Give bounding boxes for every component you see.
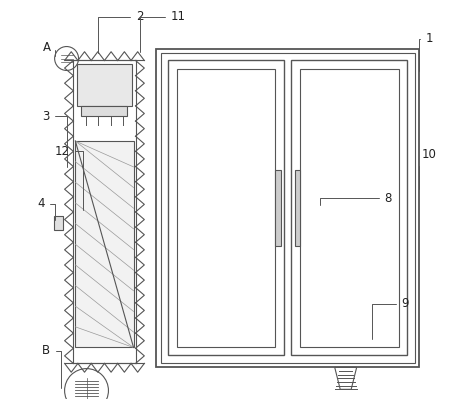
Polygon shape xyxy=(276,170,281,246)
Polygon shape xyxy=(81,106,127,116)
Text: 10: 10 xyxy=(419,148,437,189)
Text: A: A xyxy=(43,41,55,56)
Text: 1: 1 xyxy=(419,32,433,71)
Polygon shape xyxy=(77,64,132,106)
Text: 11: 11 xyxy=(140,10,185,52)
Polygon shape xyxy=(295,170,300,246)
Text: 8: 8 xyxy=(320,192,392,205)
Text: 4: 4 xyxy=(37,198,55,220)
Text: 2: 2 xyxy=(98,10,143,53)
Text: 12: 12 xyxy=(54,145,84,210)
Polygon shape xyxy=(54,216,63,230)
Text: 9: 9 xyxy=(372,297,409,339)
Text: B: B xyxy=(42,344,60,388)
Text: 3: 3 xyxy=(42,110,67,167)
Polygon shape xyxy=(76,141,134,348)
